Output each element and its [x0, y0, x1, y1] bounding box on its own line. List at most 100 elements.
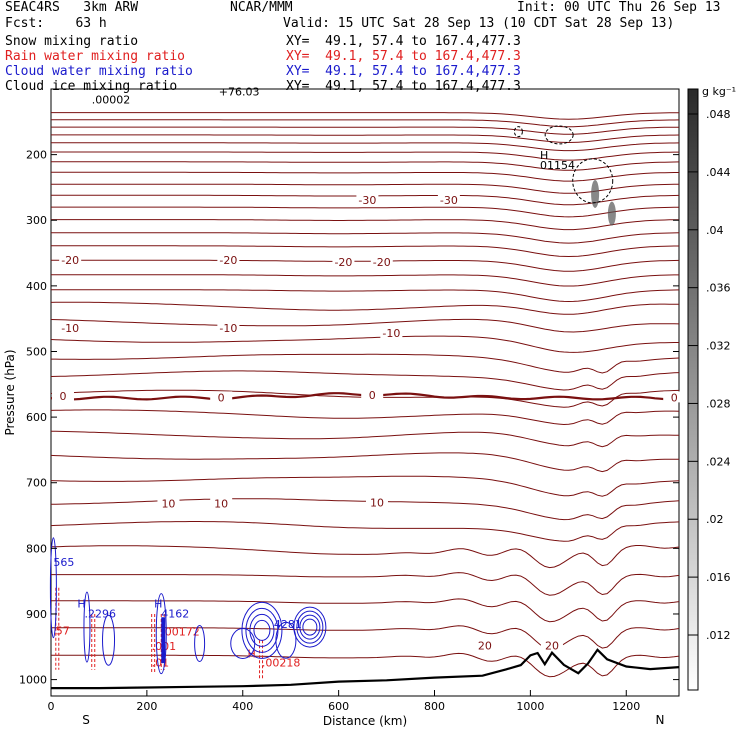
- isotherm-label-bg: [663, 391, 686, 403]
- cloud-water-contour: [102, 614, 116, 666]
- rain-label: .01: [152, 656, 170, 669]
- cloud-water-label: H: [77, 597, 85, 610]
- cloud-water-label: 4281: [274, 618, 302, 631]
- isotherm-line: [50, 409, 680, 426]
- isotherm-label-bg: [59, 321, 82, 333]
- isotherm-label: -20: [334, 256, 352, 269]
- snow-contour: [572, 158, 614, 204]
- isotherm-label: 20: [545, 639, 559, 652]
- isotherm-label-bg: [380, 327, 403, 339]
- cloud-water-contour: [296, 610, 324, 644]
- x-axis-label: Distance (km): [323, 714, 407, 728]
- cloud-water-contour: [241, 601, 283, 659]
- isotherm-line: [51, 206, 680, 218]
- isotherm-label-bg: [370, 256, 393, 268]
- isotherm-line: [51, 232, 680, 244]
- isotherm-line: [50, 370, 680, 391]
- isotherm-label-bg: [540, 639, 563, 651]
- y-tick-label: 700: [26, 477, 47, 490]
- y-axis-label: Pressure (hPa): [3, 349, 17, 435]
- isotherm-label: -20: [219, 254, 237, 267]
- isotherm-label: 10: [161, 498, 175, 511]
- field-cloudice-xy: XY= 49.1, 57.4 to 167.4,477.3: [286, 79, 521, 94]
- cloud-water-contour: [249, 613, 275, 647]
- cloud-water-contour: [194, 625, 206, 663]
- colorbar-tick-label: .024: [706, 455, 731, 468]
- x-tick-label: 600: [328, 700, 349, 713]
- field-cloudwater-name: Cloud water mixing ratio: [5, 64, 193, 79]
- cloud-ice-shading: [591, 179, 600, 208]
- cloud-water-contour: [253, 619, 271, 641]
- isotherm-label: -30: [358, 194, 376, 207]
- colorbar-tick-label: .048: [706, 108, 731, 121]
- north-label: N: [656, 713, 665, 727]
- isotherm-label: 0: [218, 391, 225, 404]
- x-tick-label: 200: [136, 700, 157, 713]
- cloud-water-core: [161, 617, 166, 664]
- isotherm-line: [51, 134, 680, 144]
- field-rain-name: Rain water mixing ratio: [5, 49, 186, 64]
- cloud-water-contour: [302, 618, 318, 636]
- isotherm-line: [51, 219, 680, 231]
- isotherm-line: [51, 112, 679, 120]
- y-tick-label: 300: [26, 214, 47, 227]
- isotherm-line: [50, 430, 680, 448]
- isotherm-line: [51, 652, 680, 678]
- isotherm-label-bg: [51, 390, 74, 402]
- snow-max-h-label: H: [540, 149, 548, 162]
- isotherm-label: 10: [370, 496, 384, 509]
- isotherm-label-bg: [210, 391, 233, 403]
- colorbar-tick-label: .04: [706, 224, 724, 237]
- isotherm-label-bg: [210, 497, 233, 509]
- y-tick-label: 800: [26, 542, 47, 555]
- isotherm-line: [50, 521, 680, 542]
- snow-contour: [513, 126, 523, 138]
- field-snow-xy: XY= 49.1, 57.4 to 167.4,477.3: [286, 34, 521, 49]
- isotherm-line: [51, 353, 680, 374]
- isotherm-label: 0: [59, 390, 66, 403]
- y-tick-label: 900: [26, 608, 47, 621]
- cloud-water-contour: [275, 621, 297, 659]
- isotherm-label-bg: [473, 639, 496, 651]
- isotherm-label: 20: [478, 639, 492, 652]
- top-value-label: +76.03: [219, 86, 260, 99]
- isotherm-label-bg: [217, 254, 240, 266]
- isotherm-line: [51, 259, 680, 272]
- isotherm-label-bg: [157, 497, 180, 509]
- y-tick-label: 500: [26, 345, 47, 358]
- field-cloudice-name: Cloud ice mixing ratio: [5, 79, 178, 94]
- cloud-water-contour: [155, 593, 167, 675]
- cloud-water-contour: [83, 591, 91, 663]
- colorbar-tick-label: .02: [706, 513, 724, 526]
- isotherm-label: -20: [373, 256, 391, 269]
- isotherm-line: [50, 335, 679, 353]
- field-cloudwater-xy: XY= 49.1, 57.4 to 167.4,477.3: [286, 64, 521, 79]
- field-rain-xy: XY= 49.1, 57.4 to 167.4,477.3: [286, 49, 521, 64]
- cloud-water-contour: [49, 537, 57, 639]
- south-label: S: [82, 713, 90, 727]
- colorbar-tick-label: .012: [706, 629, 731, 642]
- x-tick-label: 1200: [612, 700, 640, 713]
- field-snow-name: Snow mixing ratio: [5, 34, 139, 49]
- isotherm-line: [51, 183, 679, 194]
- colorbar-tick-label: .028: [706, 397, 731, 410]
- isotherm-label-bg: [217, 321, 240, 333]
- colorbar-tick-label: .016: [706, 571, 731, 584]
- isotherm-line: [51, 161, 680, 171]
- isotherm-label: 0: [369, 389, 376, 402]
- isotherm-label-bg: [332, 256, 355, 268]
- y-tick-label: 200: [26, 149, 47, 162]
- isotherm-label: 10: [214, 498, 228, 511]
- isotherm-line: [50, 452, 679, 473]
- isotherm-line: [51, 126, 679, 135]
- valid-time: Valid: 15 UTC Sat 28 Sep 13 (10 CDT Sat …: [283, 16, 675, 31]
- x-tick-label: 1000: [516, 700, 544, 713]
- rain-label: .00218: [262, 656, 301, 669]
- colorbar: .012 .016 .02 .024 .028 .032 .036 .04 .044 .048 g …: [687, 85, 736, 691]
- isotherm-line: [51, 625, 680, 650]
- isotherm-line: [51, 274, 679, 287]
- isotherm-label: -10: [61, 322, 79, 335]
- terrain-line: [51, 648, 680, 690]
- isotherm-label-bg: [437, 193, 460, 205]
